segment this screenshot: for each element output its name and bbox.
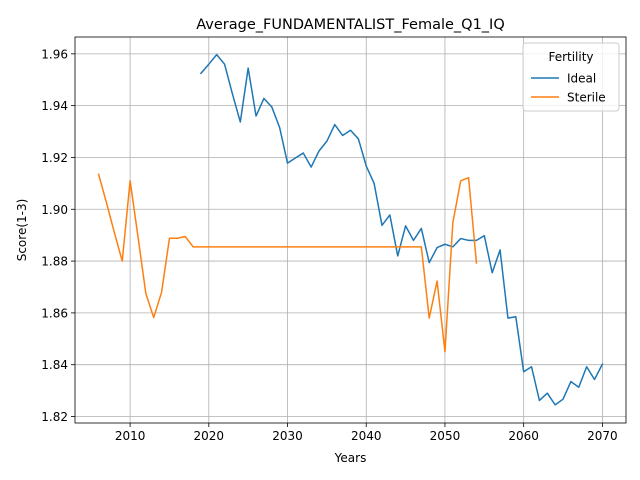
y-tick-label: 1.86 (41, 306, 68, 320)
legend-box (522, 42, 620, 112)
series-line-ideal (199, 53, 604, 406)
x-axis-label: Years (334, 451, 367, 465)
y-tick-label: 1.94 (41, 99, 68, 113)
y-tick-label: 1.84 (41, 358, 68, 372)
x-tick-label: 2060 (508, 429, 539, 443)
x-axis-ticks: 2010 2020 2030 2040 2050 2060 2070 (115, 423, 618, 443)
plot-frame (74, 36, 627, 424)
series-line-sterile (97, 173, 478, 353)
series-lines (97, 53, 604, 406)
x-tick-label: 2040 (351, 429, 382, 443)
chart-title: Average_FUNDAMENTALIST_Female_Q1_IQ (196, 17, 505, 33)
y-tick-label: 1.96 (41, 47, 68, 61)
y-axis-label: Score(1-3) (15, 199, 29, 262)
y-tick-label: 1.82 (41, 410, 68, 424)
x-tick-label: 2010 (115, 429, 146, 443)
x-tick-label: 2030 (272, 429, 303, 443)
legend-title: Fertility (548, 50, 593, 64)
x-tick-label: 2020 (194, 429, 225, 443)
grid-lines (75, 37, 626, 423)
legend-label-ideal: Ideal (567, 72, 596, 86)
x-tick-label: 2070 (587, 429, 618, 443)
y-tick-label: 1.90 (41, 203, 68, 217)
y-tick-label: 1.88 (41, 255, 68, 269)
y-axis-ticks: 1.82 1.84 1.86 1.88 1.90 1.92 1.94 1.96 (41, 47, 75, 424)
legend-label-sterile: Sterile (567, 91, 606, 105)
legend: Fertility Ideal Sterile (522, 42, 620, 112)
x-tick-label: 2050 (430, 429, 461, 443)
y-tick-label: 1.92 (41, 151, 68, 165)
